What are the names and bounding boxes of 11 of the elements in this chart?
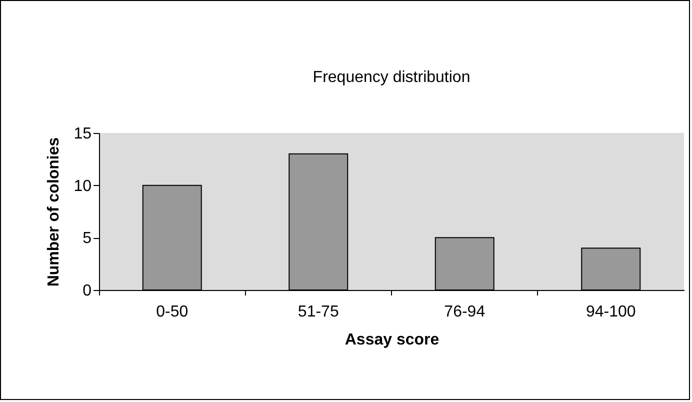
y-tick-label: 0: [82, 282, 92, 300]
x-tick-label: 51-75: [298, 304, 339, 320]
x-tick-label: 94-100: [586, 304, 636, 320]
y-axis-title: Number of colonies: [46, 137, 63, 287]
x-axis-title: Assay score: [344, 332, 440, 348]
y-tick-label: 15: [74, 126, 92, 142]
x-tick-label: 76-94: [444, 304, 486, 320]
y-tick-label: 10: [74, 178, 92, 195]
x-tick-label: 0-50: [156, 304, 188, 320]
y-tick-label: 5: [82, 230, 92, 248]
chart-title: Frequency distribution: [312, 69, 470, 86]
